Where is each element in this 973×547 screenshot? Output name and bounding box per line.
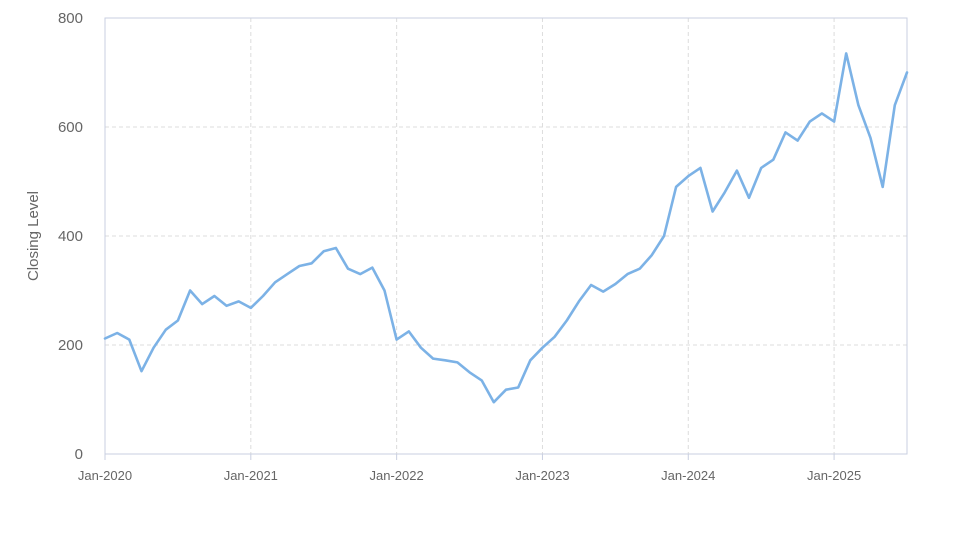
y-axis-label: Closing Level [25,191,42,281]
x-tick-label: Jan-2025 [807,468,861,483]
series-line-0 [103,52,909,404]
y-tick-label: 600 [58,119,83,136]
y-tick-label: 200 [58,337,83,354]
plot-frame [104,17,908,455]
y-tick-label: 400 [58,228,83,245]
x-tick-label: Jan-2022 [370,468,424,483]
x-axis-ticks: Jan-2020 Jan-2021 Jan-2022 Jan-2023 Jan-2024… [78,454,861,483]
x-tick-label: Jan-2020 [78,468,132,483]
x-tick-label: Jan-2024 [661,468,715,483]
y-tick-label: 800 [58,10,83,27]
series-layer [103,52,909,404]
x-tick-label: Jan-2023 [515,468,569,483]
y-axis-ticks: 0 200 400 600 800 [58,10,83,463]
x-tick-label: Jan-2021 [224,468,278,483]
y-tick-label: 0 [75,446,83,463]
